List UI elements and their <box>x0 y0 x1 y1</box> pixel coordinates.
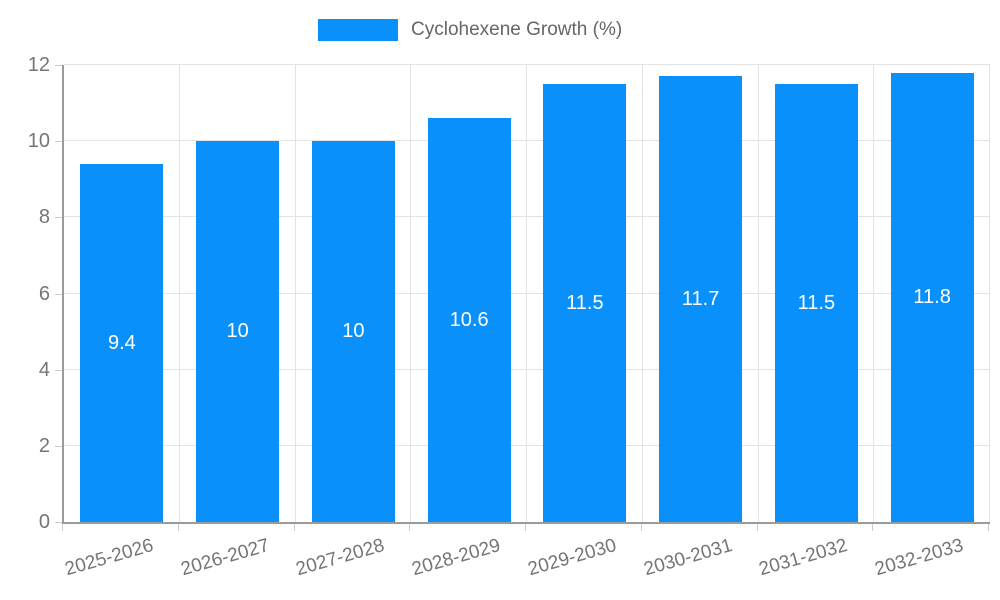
x-axis-tick-mark <box>409 524 411 531</box>
gridline-horizontal <box>64 368 990 370</box>
gridline-horizontal <box>64 292 990 294</box>
bar-value-label: 11.7 <box>681 287 720 310</box>
bar-2025-2026: 9.4 <box>80 164 164 522</box>
bar-value-label: 11.5 <box>566 291 604 314</box>
gridline-horizontal <box>64 140 990 142</box>
plot-area: 9.4 10 10 10.6 11.5 11.7 11.5 11.8 <box>62 64 990 524</box>
legend[interactable]: Cyclohexene Growth (%) <box>318 19 622 41</box>
bar-2027-2028: 10 <box>311 141 395 522</box>
bar-2028-2029: 10.6 <box>427 118 511 522</box>
x-axis-tick-mark <box>293 524 295 531</box>
bar-2031-2032: 11.5 <box>774 84 858 522</box>
bar-2026-2027: 10 <box>196 141 280 522</box>
y-axis-tick-mark <box>55 522 62 523</box>
x-axis-tick-mark <box>756 524 758 531</box>
bar-value-label: 11.8 <box>913 285 951 308</box>
gridline-horizontal <box>64 216 990 218</box>
gridline-vertical <box>757 65 759 522</box>
legend-label: Cyclohexene Growth (%) <box>411 19 623 40</box>
gridline-vertical <box>873 65 875 522</box>
y-axis-tick-mark <box>55 293 62 295</box>
x-axis-tick-mark <box>640 524 642 531</box>
y-axis-tick-mark <box>55 217 62 219</box>
gridline-vertical <box>641 65 643 522</box>
y-axis-tick-label: 10 <box>27 130 50 153</box>
y-axis-tick-label: 0 <box>38 511 50 533</box>
x-axis-tick-mark <box>988 524 989 531</box>
y-axis-tick-label: 2 <box>38 434 50 457</box>
gridline-horizontal <box>64 64 990 65</box>
y-axis-tick-label: 6 <box>38 282 50 305</box>
gridline-vertical <box>989 65 990 522</box>
x-axis-tick-mark <box>525 524 526 531</box>
gridline-vertical <box>410 65 412 522</box>
x-axis-tick-mark <box>872 524 874 531</box>
y-axis-tick-mark <box>55 65 62 66</box>
legend-swatch <box>318 19 398 41</box>
y-axis-tick-label: 8 <box>38 206 50 229</box>
y-axis-tick-mark <box>55 141 62 143</box>
y-axis-tick-label: 4 <box>38 358 50 381</box>
bar-2029-2030: 11.5 <box>543 84 627 522</box>
bar-2030-2031: 11.7 <box>659 76 743 522</box>
bar-value-label: 9.4 <box>107 331 136 354</box>
y-axis-tick-mark <box>55 369 62 371</box>
x-axis-tick-mark <box>177 524 179 531</box>
gridline-vertical <box>178 65 180 522</box>
bar-value-label: 10 <box>226 320 249 343</box>
gridline-horizontal <box>64 444 990 446</box>
y-axis-tick-mark <box>55 445 62 447</box>
x-axis-tick-mark <box>62 524 63 531</box>
y-axis-tick-label: 12 <box>27 54 50 76</box>
bar-value-label: 11.5 <box>797 291 836 314</box>
gridline-vertical <box>294 65 296 522</box>
gridline-vertical <box>526 65 527 522</box>
bar-2032-2033: 11.8 <box>890 72 974 522</box>
bar-value-label: 10.6 <box>449 308 489 331</box>
bar-value-label: 10 <box>342 320 365 343</box>
